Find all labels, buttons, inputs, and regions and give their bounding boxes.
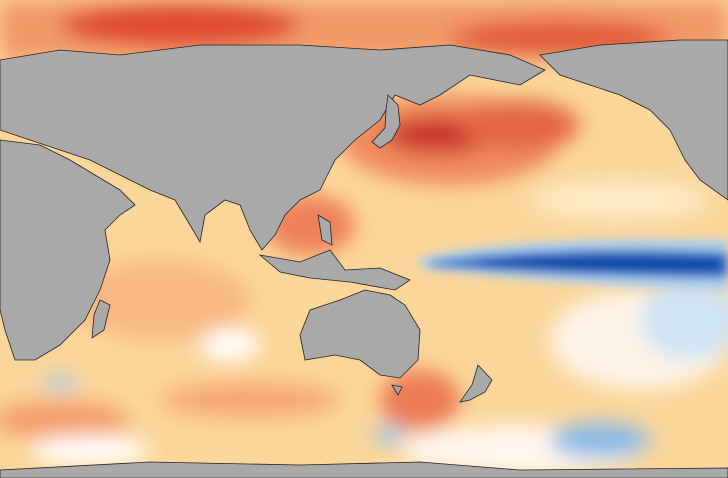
north-america <box>539 39 728 201</box>
japan <box>371 94 401 149</box>
australia <box>299 289 421 379</box>
southeast-asia-islands <box>258 249 411 291</box>
new-zealand <box>459 364 493 403</box>
philippines <box>317 214 333 246</box>
africa-arabia <box>0 139 136 361</box>
landmasses <box>0 39 728 478</box>
tasmania <box>391 384 403 396</box>
eurasia <box>0 44 546 251</box>
antarctica <box>0 461 728 478</box>
madagascar <box>91 299 111 339</box>
